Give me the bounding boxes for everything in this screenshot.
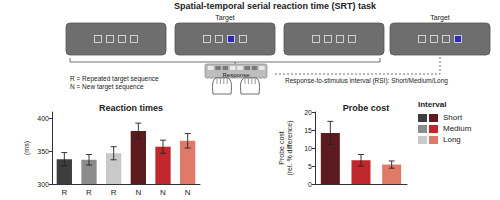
svg-text:(rel. % difference): (rel. % difference) [286, 120, 294, 175]
svg-text:N: N [185, 188, 191, 197]
svg-text:(ms): (ms) [23, 141, 31, 155]
html-text:Short: Short [443, 113, 463, 122]
svg-text:Response-to-stimulus interval: Response-to-stimulus interval (RSI): Sho… [285, 77, 448, 85]
svg-text:R: R [111, 188, 117, 197]
svg-text:R = Repeated target sequence: R = Repeated target sequence [70, 75, 159, 83]
svg-text:Response: Response [222, 72, 250, 78]
svg-text:Spatial-temporal serial reacti: Spatial-temporal serial reaction time (S… [174, 1, 377, 11]
svg-text:15: 15 [304, 127, 312, 134]
svg-text:N = New target sequence: N = New target sequence [70, 83, 144, 91]
svg-text:0: 0 [308, 181, 312, 188]
svg-text:Probe cost: Probe cost [278, 131, 285, 165]
svg-text:R: R [61, 188, 67, 197]
html-text:Medium: Medium [443, 124, 472, 133]
svg-text:N: N [135, 188, 141, 197]
svg-text:350: 350 [37, 148, 49, 155]
svg-text:10: 10 [304, 145, 312, 152]
svg-text:Target: Target [430, 14, 450, 22]
svg-text:R: R [86, 188, 92, 197]
svg-text:20: 20 [304, 109, 312, 116]
svg-text:N: N [160, 188, 166, 197]
svg-text:5: 5 [308, 163, 312, 170]
svg-text:Target: Target [215, 14, 235, 22]
svg-text:Reaction times: Reaction times [99, 103, 163, 113]
svg-text:Probe cost: Probe cost [343, 103, 390, 113]
html-text:Interval: Interval [418, 100, 447, 109]
svg-text:300: 300 [37, 181, 49, 188]
html-text:Long: Long [443, 135, 461, 144]
svg-text:400: 400 [37, 115, 49, 122]
